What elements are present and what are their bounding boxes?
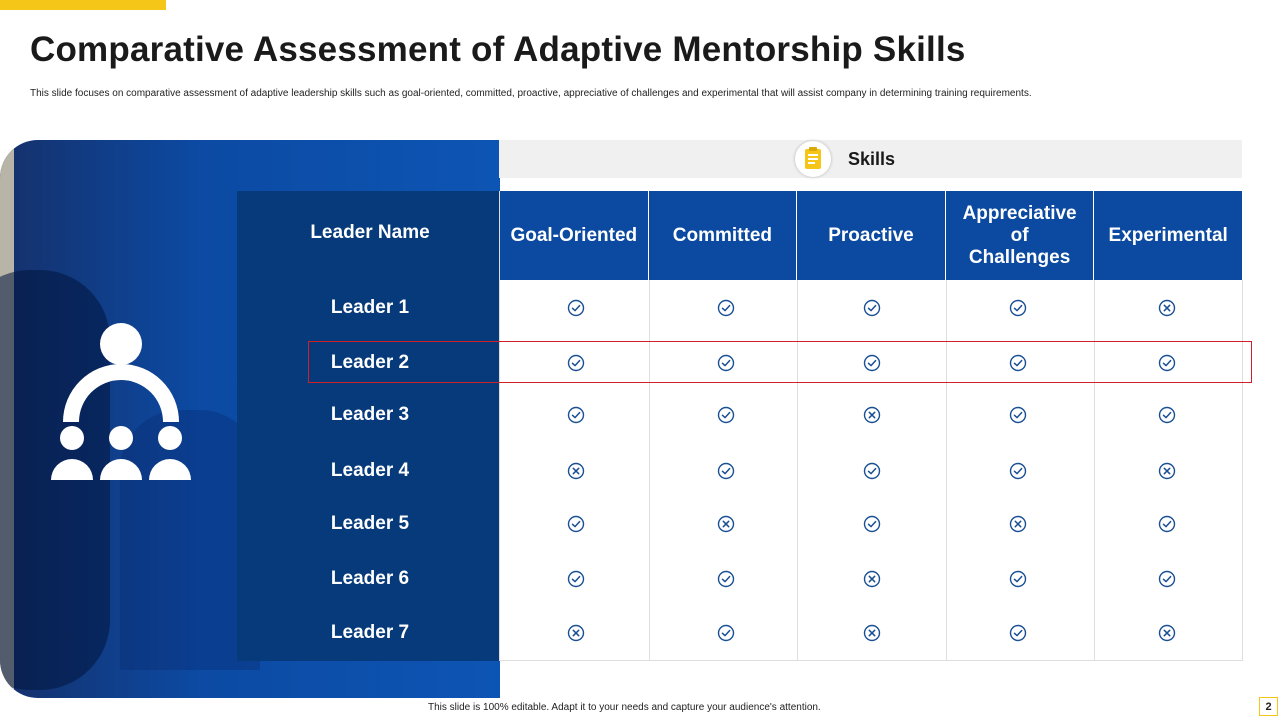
- check-circle-icon: [1158, 354, 1176, 372]
- highlighted-row-outline: [308, 341, 1252, 383]
- x-circle-icon: [1158, 624, 1176, 642]
- x-circle-icon: [567, 462, 585, 480]
- column-header-experimental: Experimental: [1094, 191, 1243, 280]
- leader-name: Leader 3: [330, 404, 410, 425]
- x-circle-icon: [863, 570, 881, 588]
- check-circle-icon: [863, 515, 881, 533]
- check-circle-icon: [1009, 624, 1027, 642]
- x-circle-icon: [1158, 299, 1176, 317]
- photo-figure-shadow: [120, 410, 260, 670]
- check-circle-icon: [717, 406, 735, 424]
- x-circle-icon: [863, 624, 881, 642]
- check-circle-icon: [717, 570, 735, 588]
- column-divider: [1242, 280, 1243, 661]
- leader-name: Leader 5: [330, 513, 410, 534]
- leader-name: Leader 1: [330, 297, 410, 318]
- check-circle-icon: [1009, 354, 1027, 372]
- column-divider: [797, 280, 799, 661]
- accent-bar: [0, 0, 166, 10]
- mentorship-group-icon: [51, 323, 191, 480]
- check-circle-icon: [863, 354, 881, 372]
- column-divider: [1094, 280, 1096, 661]
- column-divider: [945, 280, 947, 661]
- check-circle-icon: [567, 570, 585, 588]
- page-number: 2: [1259, 697, 1278, 716]
- check-circle-icon: [567, 299, 585, 317]
- check-circle-icon: [717, 462, 735, 480]
- check-circle-icon: [717, 354, 735, 372]
- x-circle-icon: [863, 406, 881, 424]
- x-circle-icon: [717, 515, 735, 533]
- column-header-committed: Committed: [648, 191, 798, 280]
- skills-grid: Goal-Oriented Committed Proactive Appreciat…: [499, 191, 1243, 661]
- footer-note: This slide is 100% editable. Adapt it to…: [428, 702, 821, 713]
- clipboard-icon: [795, 141, 831, 177]
- check-circle-icon: [567, 515, 585, 533]
- check-circle-icon: [1158, 570, 1176, 588]
- check-circle-icon: [717, 299, 735, 317]
- leader-name-header: Leader Name: [310, 222, 430, 243]
- x-circle-icon: [1009, 515, 1027, 533]
- column-divider: [648, 280, 650, 661]
- check-circle-icon: [567, 406, 585, 424]
- x-circle-icon: [1158, 462, 1176, 480]
- table-bottom-line: [500, 660, 1242, 661]
- leader-name: Leader 6: [330, 568, 410, 589]
- check-circle-icon: [1158, 515, 1176, 533]
- check-circle-icon: [863, 462, 881, 480]
- leader-name: Leader 7: [330, 622, 410, 643]
- slide-subtitle: This slide focuses on comparative assess…: [30, 88, 1032, 99]
- check-circle-icon: [1009, 462, 1027, 480]
- skills-header-band: [499, 140, 1242, 178]
- leader-name: Leader 2: [330, 352, 410, 373]
- leader-name: Leader 4: [330, 460, 410, 481]
- check-circle-icon: [1158, 406, 1176, 424]
- x-circle-icon: [567, 624, 585, 642]
- slide-title: Comparative Assessment of Adaptive Mento…: [30, 30, 966, 69]
- column-header-goal-oriented: Goal-Oriented: [500, 191, 649, 280]
- check-circle-icon: [1009, 299, 1027, 317]
- column-header-appreciative-of-challenges: Appreciative of Challenges: [945, 191, 1095, 280]
- check-circle-icon: [1009, 406, 1027, 424]
- column-header-proactive: Proactive: [797, 191, 946, 280]
- check-circle-icon: [863, 299, 881, 317]
- leader-name-column: [237, 191, 499, 661]
- check-circle-icon: [717, 624, 735, 642]
- skills-label: Skills: [848, 149, 896, 169]
- check-circle-icon: [567, 354, 585, 372]
- check-circle-icon: [1009, 570, 1027, 588]
